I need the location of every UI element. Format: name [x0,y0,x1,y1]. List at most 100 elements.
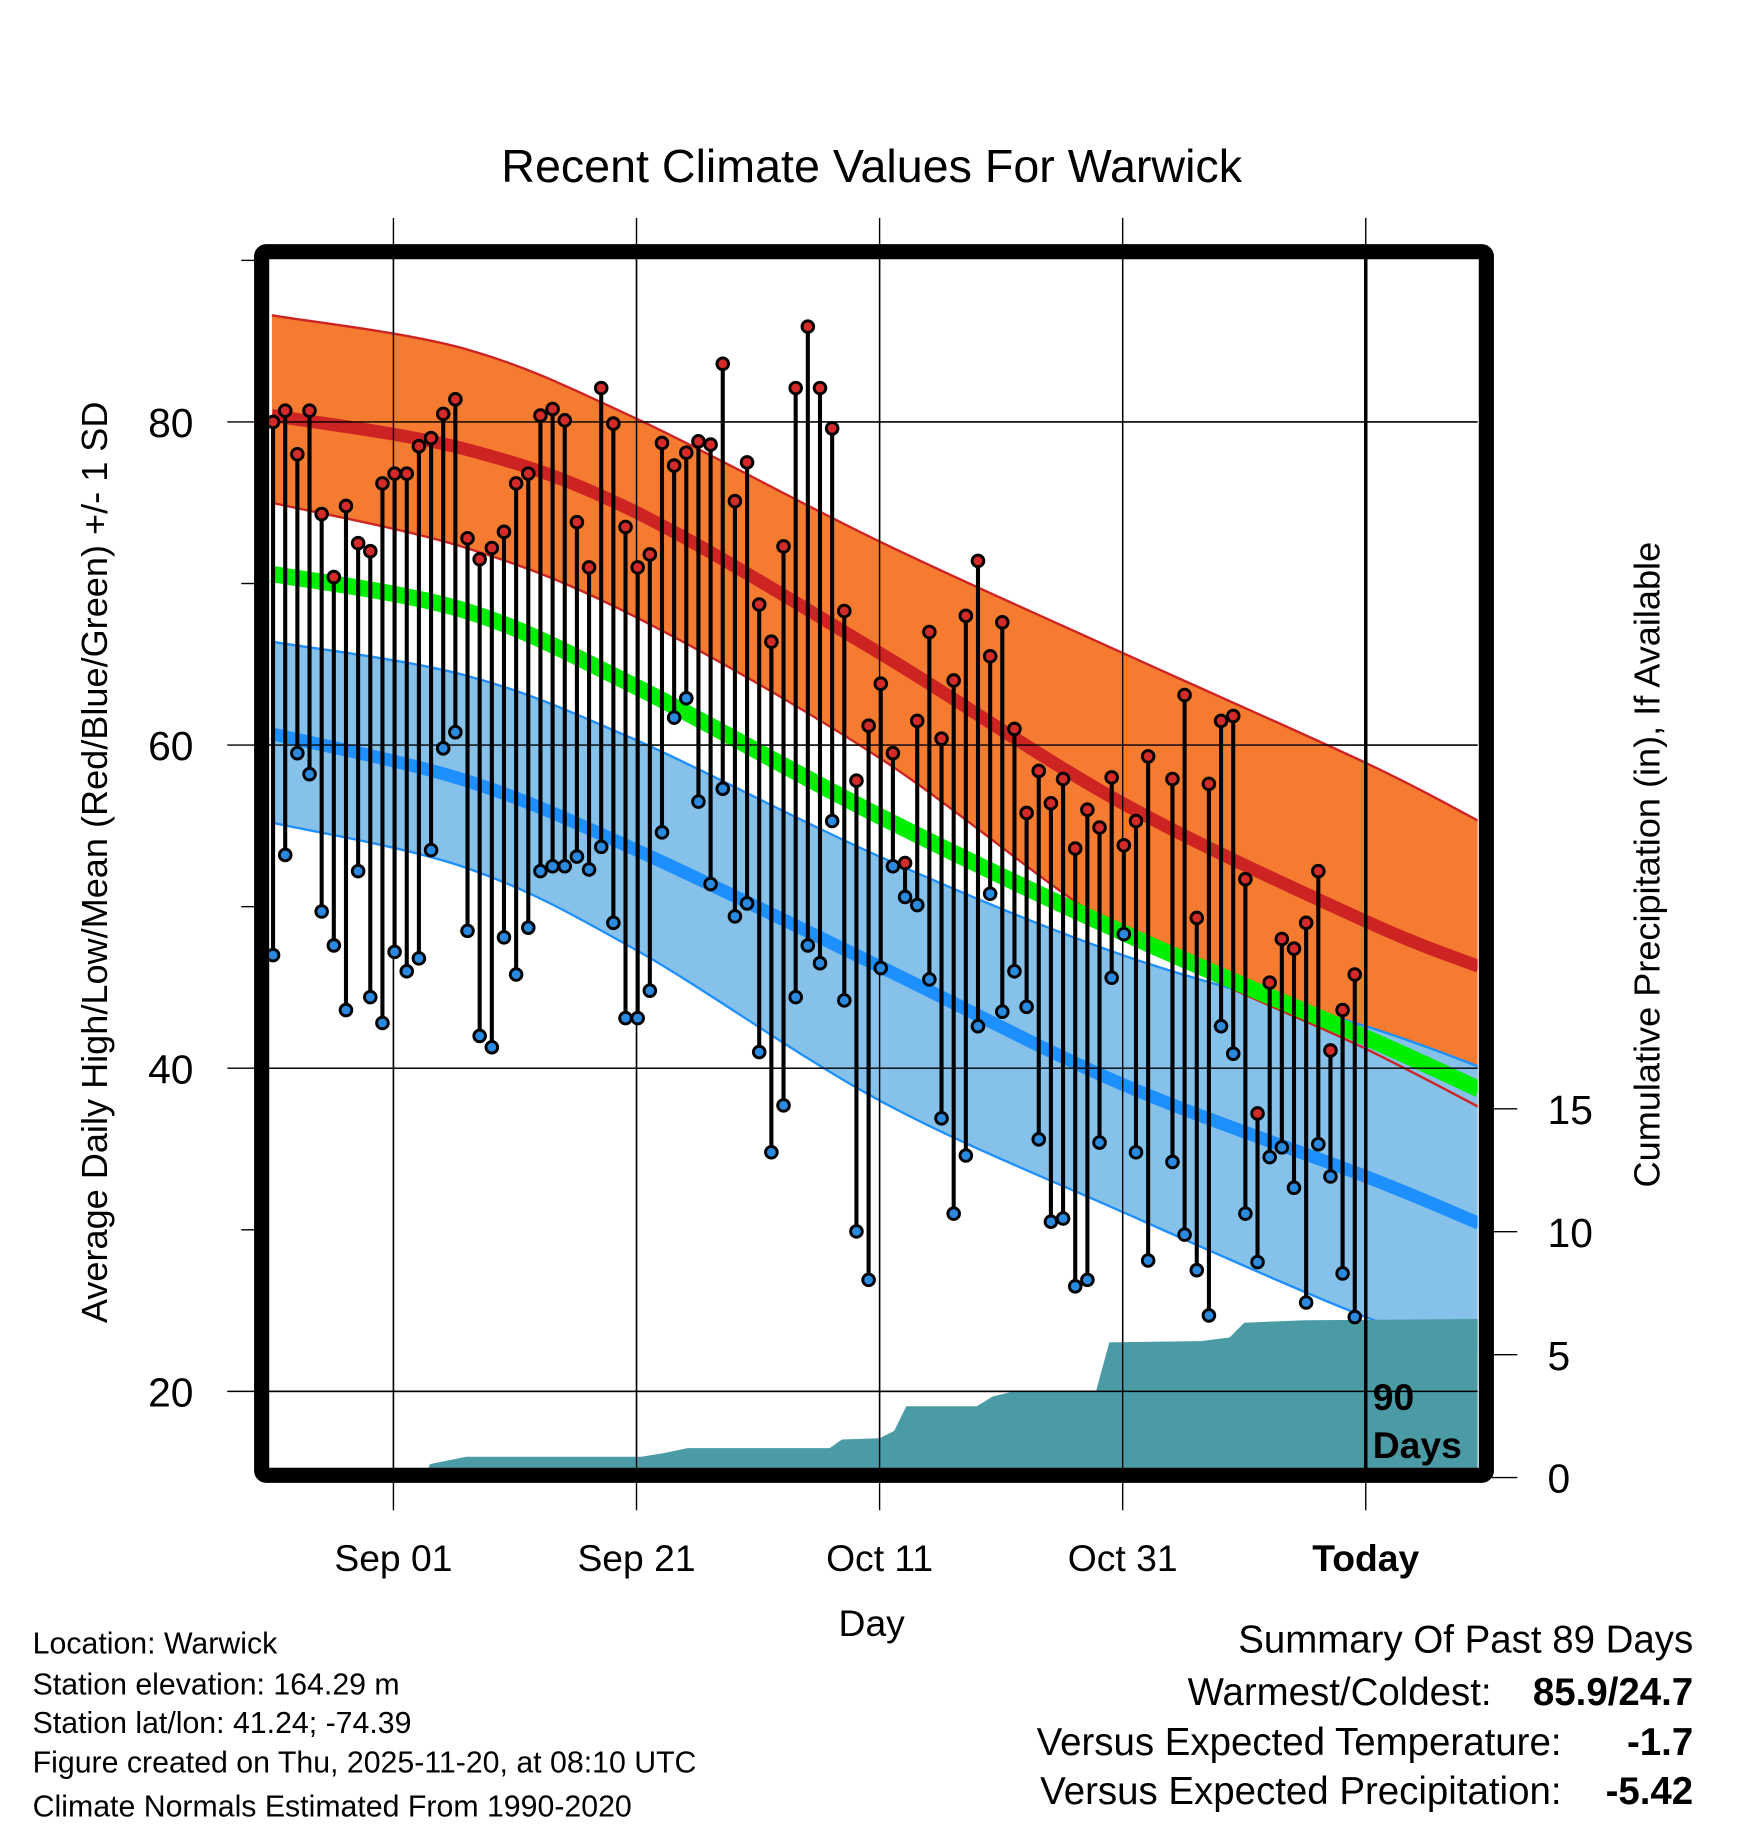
daily-low-marker [861,1272,876,1288]
x-axis-label: Day [839,1602,906,1644]
daily-low-marker [873,960,889,976]
y-tick-label: 20 [148,1370,193,1416]
daily-low-marker [326,938,342,953]
daily-low-marker [922,972,937,987]
daily-low-marker [739,896,755,911]
daily-low-marker [1323,1169,1338,1184]
daily-high-marker [715,356,731,372]
daily-high-marker [642,547,658,562]
daily-low-marker [1201,1308,1217,1323]
temp-anomaly-value: -1.7 [1627,1721,1693,1764]
daily-high-marker [970,553,986,569]
daily-high-marker [909,713,925,729]
daily-low-marker [1007,964,1022,979]
daily-high-marker [837,603,852,619]
y2-tick-label: 0 [1548,1456,1571,1502]
daily-high-marker [618,519,633,535]
daily-high-marker [581,560,597,575]
daily-high-marker [946,673,961,688]
daily-low-marker [909,897,925,913]
daily-high-marker [545,401,560,417]
daily-high-marker [1177,687,1192,703]
daily-low-marker [970,1018,986,1034]
daily-high-marker [1213,713,1229,729]
daily-high-marker [679,445,694,460]
daily-high-marker [824,421,840,436]
daily-low-marker [946,1206,961,1221]
daily-high-marker [1128,813,1144,829]
daily-low-marker [521,920,536,935]
daily-low-marker [606,915,621,931]
daily-high-marker [363,543,378,559]
daily-high-marker [1189,910,1205,926]
daily-high-marker [593,380,609,396]
info-normals: Climate Normals Estimated From 1990-2020 [33,1791,632,1824]
daily-low-marker [387,944,402,960]
daily-low-marker [545,858,560,874]
daily-high-marker [1080,802,1095,818]
daily-high-marker [423,430,439,446]
daily-low-marker [593,839,609,855]
y-tick-label: 40 [148,1046,193,1092]
daily-high-marker [435,406,451,422]
daily-low-marker [982,886,998,902]
daily-low-marker [1189,1262,1205,1278]
info-elevation: Station elevation: 164.29 m [33,1668,400,1701]
daily-low-marker [399,964,415,979]
daily-high-marker [569,514,585,530]
daily-low-marker [1238,1206,1253,1221]
daily-low-marker [824,813,840,829]
daily-low-marker [751,1044,767,1060]
daily-high-marker [472,552,487,567]
y-axis: 80 60 40 20 [148,400,193,1415]
daily-low-marker [1055,1211,1071,1226]
daily-high-marker [1019,805,1034,821]
daily-low-marker [642,983,658,998]
daily-high-marker [338,498,354,514]
daily-high-marker [1262,975,1277,990]
daily-high-marker [873,676,889,691]
plot-frame [254,244,1494,1483]
daily-high-marker [934,731,949,746]
daily-high-marker [1238,871,1253,887]
y2-tick-label: 5 [1548,1333,1571,1379]
daily-low-marker [1031,1132,1047,1147]
daily-high-marker [1201,776,1217,792]
daily-high-marker [557,413,573,428]
daily-low-marker [1092,1135,1107,1150]
y2-axis-label: Cumulative Precipitation (in), If Availa… [1626,542,1667,1188]
daily-low-marker [314,904,329,919]
daily-high-marker [508,476,524,491]
station-info: Location: Warwick Station elevation: 164… [33,1628,697,1824]
daily-high-marker [666,458,682,473]
y-tick-label: 60 [148,723,193,769]
daily-high-marker [1067,841,1083,856]
y2-tick-label: 15 [1548,1087,1593,1133]
daily-low-marker [472,1028,487,1044]
daily-high-marker [1250,1106,1265,1121]
daily-high-marker [727,493,743,509]
daily-low-marker [764,1144,779,1160]
daily-low-marker [375,1015,390,1031]
daily-high-marker [1335,1002,1350,1018]
daily-low-marker [788,989,803,1005]
daily-low-marker [812,955,828,971]
daily-low-marker [1286,1180,1302,1196]
daily-high-marker [654,435,670,451]
daily-low-marker [849,1224,864,1239]
daily-high-marker [800,319,816,334]
daily-high-marker [1225,708,1241,724]
daily-high-marker [375,476,390,491]
daily-high-marker [277,403,293,418]
daily-high-marker [484,540,500,556]
daily-low-marker [1140,1253,1156,1268]
daily-low-marker [1067,1279,1083,1294]
summary: Summary Of Past 89 Days Warmest/Coldest:… [1037,1618,1694,1812]
plot-area [269,258,1478,1469]
daily-low-marker [715,781,731,796]
daily-low-marker [1298,1295,1314,1310]
daily-high-marker [958,608,974,624]
daily-high-marker [411,438,427,454]
daily-high-marker [269,414,281,430]
daily-high-marker [460,530,475,546]
